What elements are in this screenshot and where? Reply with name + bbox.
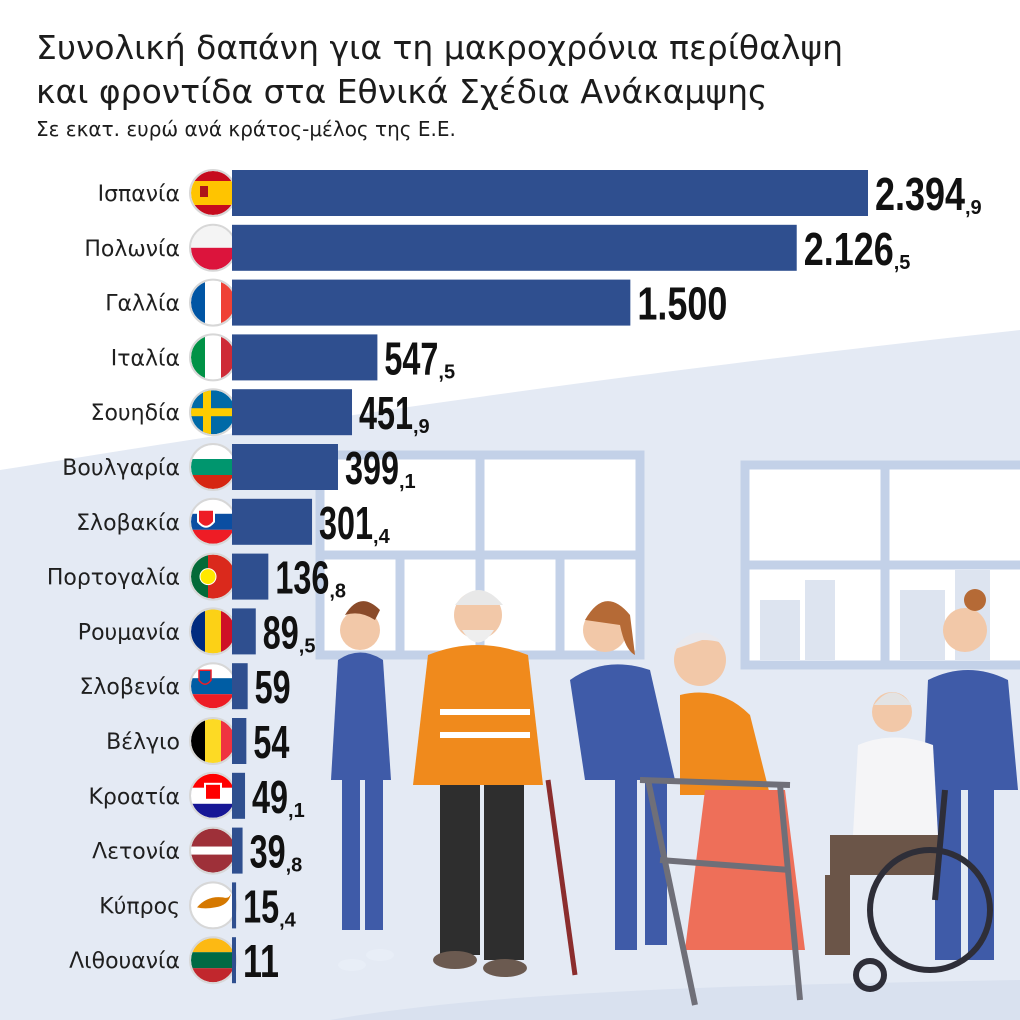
france-flag-icon — [189, 278, 237, 327]
croatia-flag-icon — [189, 771, 237, 820]
bar — [232, 224, 797, 271]
bar — [232, 553, 269, 600]
category-label: Πορτογαλία — [47, 566, 180, 591]
category-label: Σλοβακία — [76, 511, 180, 536]
nurse-figure-2 — [570, 601, 675, 950]
poland-flag-icon — [189, 223, 237, 272]
category-label: Ιταλία — [111, 346, 180, 371]
category-label: Κροατία — [88, 785, 180, 810]
category-label: Γαλλία — [105, 292, 180, 317]
cyprus-flag-icon — [189, 881, 237, 930]
chart-subtitle: Σε εκατ. ευρώ ανά κράτος-μέλος της Ε.Ε. — [36, 117, 456, 141]
city-skyline — [760, 570, 990, 660]
category-label: Ισπανία — [98, 182, 180, 207]
latvia-flag-icon — [189, 826, 237, 875]
value-label: 49,1 — [252, 771, 305, 823]
slovenia-flag-icon — [189, 662, 237, 711]
title-line-2: και φροντίδα στα Εθνικά Σχέδια Ανάκαμψης — [36, 72, 768, 111]
bar — [232, 882, 237, 929]
bar — [232, 334, 378, 381]
bar — [232, 498, 313, 545]
category-label: Σλοβενία — [79, 675, 180, 700]
value-label: 11 — [243, 935, 279, 987]
category-label: Βουλγαρία — [62, 456, 180, 481]
belgium-flag-icon — [189, 717, 237, 765]
value-label: 136,8 — [275, 552, 346, 604]
lithuania-flag-icon — [189, 936, 237, 985]
slovakia-flag-icon — [189, 497, 237, 546]
bar — [232, 937, 236, 984]
category-label: Σουηδία — [91, 401, 180, 426]
bulgaria-flag-icon — [189, 443, 237, 491]
nurse-figure-1 — [331, 601, 394, 971]
bar — [232, 170, 868, 216]
value-label: 59 — [255, 661, 291, 713]
title-line-1: Συνολική δαπάνη για τη μακροχρόνια περίθ… — [36, 28, 844, 67]
value-label: 399,1 — [345, 442, 416, 494]
value-label: 2.394,9 — [875, 168, 982, 220]
value-label: 89,5 — [263, 606, 316, 658]
bar — [232, 663, 248, 710]
bar — [232, 389, 353, 436]
bar — [232, 608, 256, 655]
value-label: 301,4 — [319, 497, 391, 549]
bar — [232, 772, 246, 819]
value-label: 547,5 — [384, 332, 455, 384]
portugal-flag-icon — [189, 552, 237, 601]
wheelchair-man-figure — [825, 692, 993, 992]
category-label: Λιθουανία — [69, 949, 180, 974]
italy-flag-icon — [189, 333, 237, 382]
elderly-woman-figure — [639, 632, 805, 1006]
bar — [232, 279, 631, 326]
category-label: Κύπρος — [99, 894, 180, 919]
bar — [232, 444, 338, 490]
category-label: Βέλγιο — [106, 730, 180, 755]
value-label: 15,4 — [243, 880, 297, 932]
value-label: 39,8 — [250, 826, 303, 878]
bar — [232, 827, 243, 874]
category-label: Λετονία — [92, 840, 180, 865]
caregivers-illustration — [331, 589, 1018, 1006]
sweden-flag-icon — [189, 388, 237, 437]
category-label: Ρουμανία — [78, 620, 180, 645]
romania-flag-icon — [189, 607, 237, 656]
nurse-figure-3 — [923, 589, 1018, 960]
value-label: 451,9 — [359, 387, 430, 439]
value-label: 54 — [253, 716, 289, 768]
spain-flag-icon — [189, 169, 237, 217]
value-label: 2.126,5 — [804, 223, 911, 275]
category-label: Πολωνία — [84, 237, 180, 262]
bar — [232, 718, 247, 764]
value-label: 1.500 — [637, 278, 727, 330]
elderly-man-figure — [413, 590, 578, 977]
chart-title: Συνολική δαπάνη για τη μακροχρόνια περίθ… — [36, 26, 976, 114]
